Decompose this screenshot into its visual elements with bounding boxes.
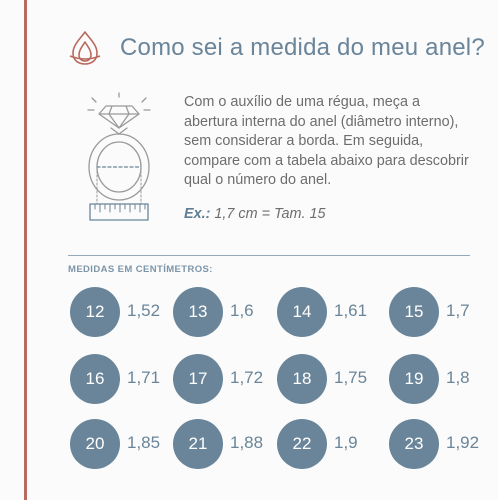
- size-item: 16 1,71: [70, 354, 190, 404]
- section-divider: [68, 255, 470, 256]
- ring-size-badge: 23: [389, 419, 439, 469]
- size-item: 23 1,92: [389, 419, 498, 469]
- size-item: 20 1,85: [70, 419, 190, 469]
- ring-size-badge: 16: [70, 354, 120, 404]
- size-item: 19 1,8: [389, 354, 498, 404]
- ring-size-badge: 12: [70, 287, 120, 337]
- diameter-value: 1,75: [334, 368, 368, 387]
- ring-size-badge: 22: [277, 419, 327, 469]
- size-item: 21 1,88: [173, 419, 293, 469]
- ring-with-ruler-icon: [87, 92, 151, 221]
- ring-size-badge: 20: [70, 419, 120, 469]
- accent-bar: [24, 0, 27, 500]
- size-item: 18 1,75: [277, 354, 397, 404]
- ring-size-badge: 18: [277, 354, 327, 404]
- diameter-value: 1,6: [230, 301, 254, 320]
- size-item: 22 1,9: [277, 419, 397, 469]
- size-item: 17 1,72: [173, 354, 293, 404]
- size-item: 14 1,61: [277, 287, 397, 337]
- ring-size-badge: 14: [277, 287, 327, 337]
- diameter-value: 1,92: [446, 433, 480, 452]
- table-title: MEDIDAS EM CENTÍMETROS:: [68, 264, 213, 275]
- diameter-value: 1,88: [230, 433, 264, 452]
- example-line: Ex.: 1,7 cm = Tam. 15: [184, 206, 325, 222]
- diameter-value: 1,52: [127, 301, 161, 320]
- ring-size-badge: 13: [173, 287, 223, 337]
- page-title: Como sei a medida do meu anel?: [120, 34, 485, 61]
- size-item: 15 1,7: [389, 287, 498, 337]
- diameter-value: 1,72: [230, 368, 264, 387]
- size-item: 13 1,6: [173, 287, 293, 337]
- size-item: 12 1,52: [70, 287, 190, 337]
- ring-size-badge: 17: [173, 354, 223, 404]
- diameter-value: 1,8: [446, 368, 470, 387]
- diameter-value: 1,85: [127, 433, 161, 452]
- flame-icon: [69, 31, 101, 65]
- example-value: 1,7 cm = Tam. 15: [214, 206, 326, 222]
- ring-size-badge: 19: [389, 354, 439, 404]
- diameter-value: 1,61: [334, 301, 368, 320]
- diameter-value: 1,71: [127, 368, 161, 387]
- example-label: Ex.:: [184, 206, 211, 222]
- diameter-value: 1,7: [446, 301, 470, 320]
- ring-size-badge: 21: [173, 419, 223, 469]
- instructions-text: Com o auxílio de uma régua, meça a abert…: [184, 94, 469, 188]
- ring-size-badge: 15: [389, 287, 439, 337]
- diameter-value: 1,9: [334, 433, 358, 452]
